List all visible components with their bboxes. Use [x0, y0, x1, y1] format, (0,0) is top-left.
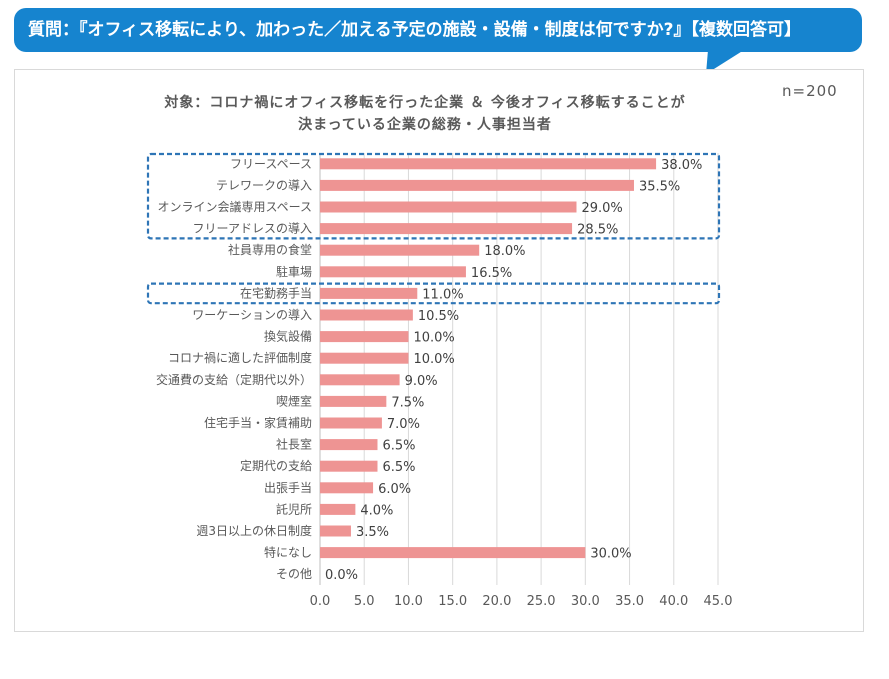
value-label: 30.0%	[590, 547, 631, 562]
category-label: 換気設備	[264, 329, 312, 344]
value-label: 10.5%	[418, 309, 459, 324]
sample-size: n=200	[782, 82, 838, 100]
x-tick-label: 5.0	[354, 594, 375, 609]
bar	[320, 179, 634, 191]
x-tick-label: 45.0	[704, 594, 733, 609]
bar	[320, 460, 378, 472]
value-label: 10.0%	[413, 331, 454, 346]
value-label: 4.0%	[360, 503, 393, 518]
question-banner: 質問：『オフィス移転により、加わった／加える予定の施設・設備・制度は何ですか?』…	[14, 8, 862, 52]
category-label: 住宅手当・家賃補助	[204, 415, 312, 430]
bar	[320, 439, 378, 451]
highlight-box	[146, 282, 721, 305]
value-label: 6.5%	[382, 439, 415, 454]
x-tick-label: 40.0	[659, 594, 688, 609]
value-label: 0.0%	[325, 568, 358, 583]
question-text: 質問：『オフィス移転により、加わった／加える予定の施設・設備・制度は何ですか?』…	[28, 20, 801, 40]
speech-bubble-tail-icon	[706, 50, 744, 74]
value-label: 18.0%	[484, 244, 525, 259]
x-tick-label: 0.0	[310, 594, 331, 609]
value-label: 29.0%	[581, 201, 622, 216]
value-label: 16.5%	[471, 266, 512, 281]
bar	[320, 547, 586, 559]
value-label: 9.0%	[405, 374, 438, 389]
bar	[320, 244, 480, 256]
category-label: 週3日以上の休日制度	[196, 523, 312, 538]
category-label: 定期代の支給	[240, 458, 312, 473]
value-label: 3.5%	[356, 525, 389, 540]
x-tick-label: 15.0	[438, 594, 467, 609]
value-label: 7.0%	[387, 417, 420, 432]
category-label: 喫煙室	[276, 393, 312, 408]
category-label: 託児所	[276, 501, 312, 516]
x-tick-label: 35.0	[615, 594, 644, 609]
category-label: 交通費の支給（定期代以外）	[156, 372, 312, 387]
bar	[320, 374, 400, 386]
value-label: 6.0%	[378, 482, 411, 497]
category-label: ワーケーションの導入	[192, 308, 312, 322]
category-label: 在宅勤務手当	[240, 285, 312, 300]
category-label: 駐車場	[276, 264, 312, 279]
bar	[320, 223, 573, 235]
x-tick-label: 10.0	[394, 594, 423, 609]
value-label: 10.0%	[413, 352, 454, 367]
value-label: 35.5%	[639, 179, 680, 194]
value-label: 11.0%	[422, 287, 463, 302]
value-label: 38.0%	[661, 158, 702, 173]
highlight-box	[146, 152, 721, 240]
chart-title-line-1: 対象：コロナ禍にオフィス移転を行った企業 ＆ 今後オフィス移転することが	[164, 95, 686, 111]
category-label: 出張手当	[264, 481, 312, 495]
bar	[320, 525, 351, 537]
chart-title-line-2: 決まっている企業の総務・人事担当者	[298, 117, 552, 133]
bar	[320, 266, 466, 278]
x-tick-label: 25.0	[527, 594, 556, 609]
x-tick-label: 20.0	[482, 594, 511, 609]
bar	[320, 201, 577, 213]
category-label: 社員専用の食堂	[228, 242, 312, 257]
category-label: フリーアドレスの導入	[192, 222, 312, 236]
value-label: 7.5%	[391, 395, 424, 410]
category-label: フリースペース	[230, 157, 312, 171]
bar	[320, 395, 387, 407]
bar	[320, 482, 374, 494]
x-tick-label: 30.0	[571, 594, 600, 609]
category-label: オンライン会議専用スペース	[157, 200, 312, 214]
bar	[320, 287, 418, 299]
value-label: 6.5%	[382, 460, 415, 475]
bar	[320, 503, 356, 515]
category-label: 社長室	[276, 437, 312, 452]
value-label: 28.5%	[577, 223, 618, 238]
category-label: コロナ禍に適した評価制度	[168, 350, 312, 365]
category-label: テレワークの導入	[216, 178, 312, 192]
bar	[320, 417, 382, 429]
bar	[320, 331, 409, 343]
bar	[320, 352, 409, 364]
category-label: 特になし	[264, 545, 312, 560]
bar	[320, 158, 657, 170]
bar	[320, 309, 413, 321]
category-label: その他	[276, 567, 312, 581]
